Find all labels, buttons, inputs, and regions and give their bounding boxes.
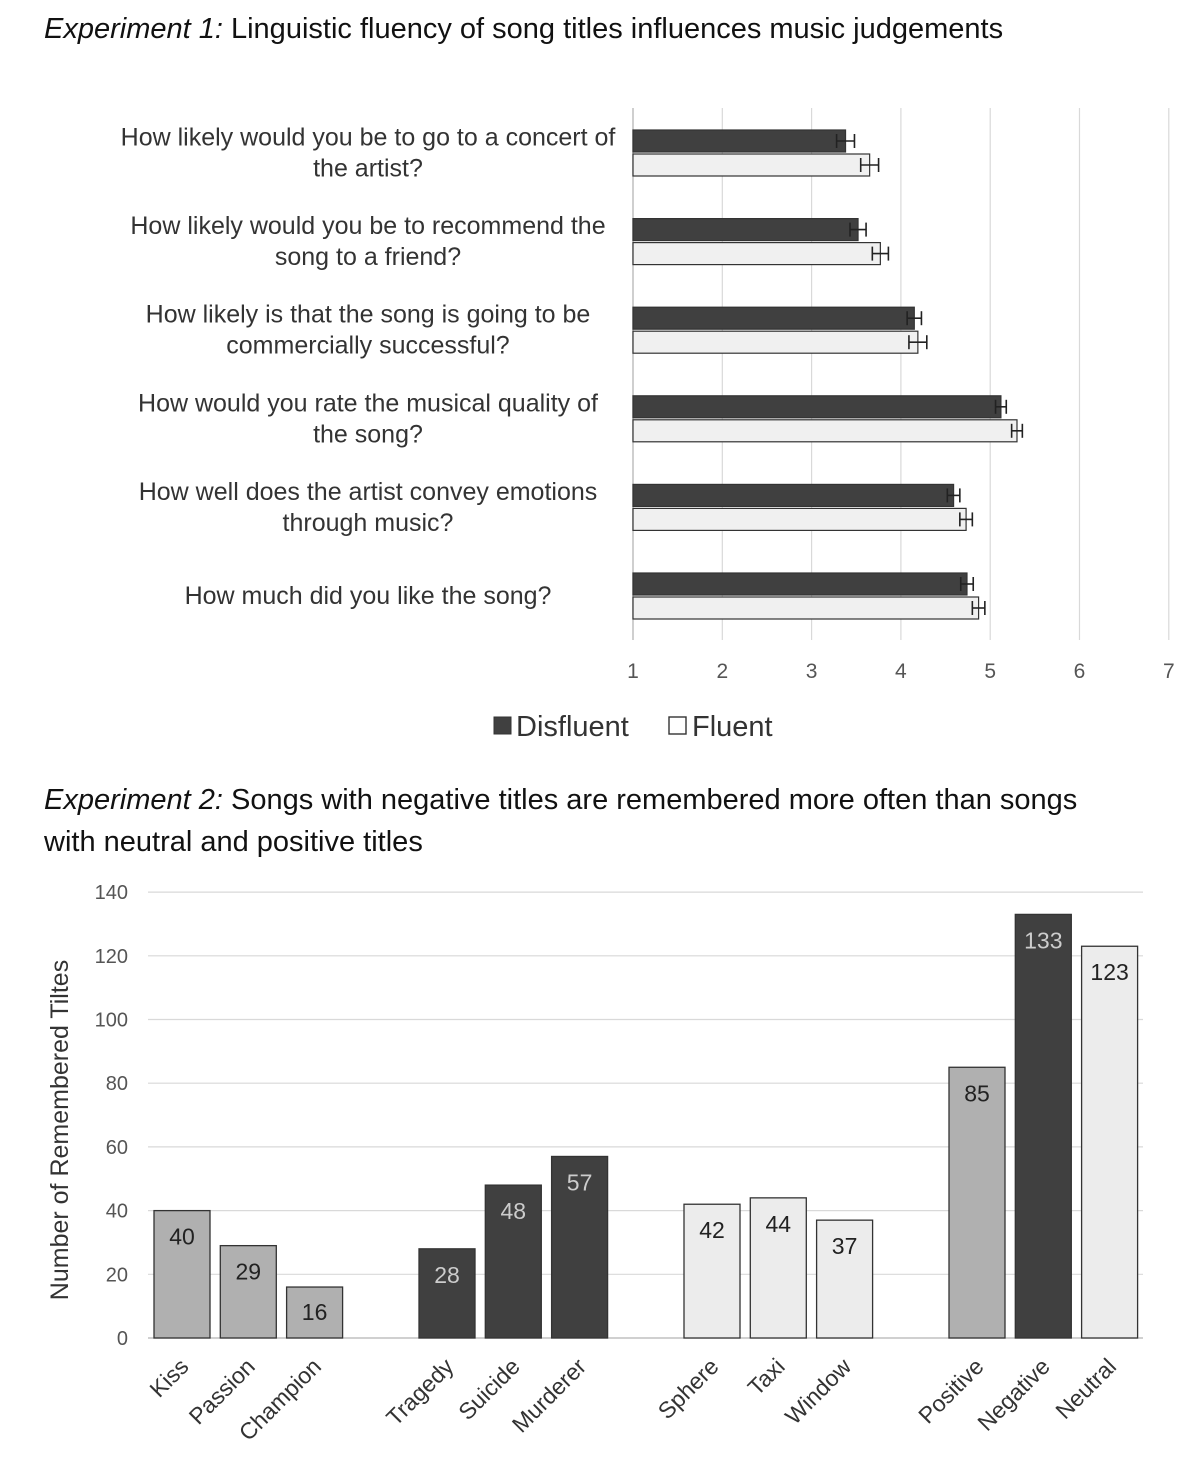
y-tick-label: 0 (117, 1328, 128, 1350)
category-label: Tragedy (381, 1353, 459, 1431)
x-tick-label: 4 (895, 660, 907, 683)
bar-champion (285, 1286, 344, 1339)
category-label: How well does the artist convey emotions (139, 478, 598, 506)
value-label: 16 (302, 1299, 328, 1325)
bar-taxi (749, 1197, 807, 1339)
category-label: Window (780, 1353, 857, 1430)
y-tick-label: 60 (106, 1137, 128, 1159)
category-label: song to a friend? (275, 243, 461, 271)
value-label: 44 (766, 1211, 792, 1237)
experiment-1-heading: Linguistic fluency of song titles influe… (230, 13, 1004, 45)
experiment-2-label: Experiment 2: (44, 784, 223, 816)
bar-negative (1014, 913, 1072, 1339)
bar-suicide (484, 1184, 542, 1339)
x-tick-label: 5 (984, 660, 996, 683)
experiment-2-heading: Songs with negative titles are remembere… (44, 784, 1078, 858)
bar-tragedy (418, 1248, 476, 1339)
value-label: 37 (832, 1233, 858, 1259)
y-tick-label: 100 (95, 1010, 128, 1032)
category-label: Neutral (1050, 1353, 1121, 1424)
bar-positive (948, 1066, 1006, 1339)
experiment-2-title: Experiment 2: Songs with negative titles… (44, 779, 1124, 863)
x-tick-label: 6 (1074, 660, 1086, 683)
x-tick-label: 3 (806, 660, 818, 683)
category-label: Taxi (743, 1353, 790, 1400)
category-label: Murderer (507, 1353, 592, 1438)
y-tick-label: 80 (106, 1073, 128, 1095)
value-label: 40 (169, 1224, 195, 1250)
category-label: through music? (283, 509, 454, 537)
experiment-1-title: Experiment 1: Linguistic fluency of song… (44, 8, 1164, 50)
bar-passion (219, 1244, 277, 1339)
value-label: 123 (1090, 959, 1128, 985)
category-label: the song? (313, 420, 423, 448)
value-label: 85 (964, 1080, 990, 1106)
legend-label-disfluent: Disfluent (516, 711, 629, 743)
y-tick-label: 40 (106, 1201, 128, 1223)
bar-murderer (550, 1155, 609, 1339)
value-label: 133 (1024, 927, 1062, 953)
x-tick-label: 2 (716, 660, 728, 683)
category-label: How much did you like the song? (185, 582, 552, 610)
x-tick-label: 7 (1163, 660, 1175, 683)
y-tick-label: 140 (95, 882, 128, 904)
value-label: 42 (699, 1217, 725, 1243)
category-label: How would you rate the musical quality o… (138, 389, 598, 417)
x-tick-label: 1 (627, 660, 639, 683)
bar-window (815, 1219, 874, 1339)
bar-kiss (153, 1209, 211, 1339)
category-label: Negative (972, 1353, 1055, 1436)
legend-swatch-disfluent (493, 716, 512, 735)
legend-swatch-fluent (668, 716, 687, 735)
value-label: 57 (567, 1169, 593, 1195)
y-tick-label: 20 (106, 1264, 128, 1286)
legend-label-fluent: Fluent (692, 711, 773, 743)
category-label: commercially successful? (226, 332, 509, 360)
category-label: Kiss (144, 1353, 193, 1402)
y-axis-title: Number of Remembered Tiltes (46, 960, 74, 1300)
value-label: 28 (434, 1262, 460, 1288)
fluency-bar-chart: 1 2 3 4 5 6 7 How likely would you be to go to … (121, 108, 1175, 743)
value-label: 29 (236, 1259, 262, 1285)
value-label: 48 (501, 1198, 527, 1224)
category-label: How likely would you be to recommend the (130, 212, 605, 240)
y-tick-label: 120 (95, 946, 128, 968)
category-label: Sphere (653, 1353, 724, 1424)
bar-sphere (683, 1203, 741, 1339)
bar-neutral (1080, 945, 1139, 1339)
category-label: How likely would you be to go to a conce… (121, 124, 616, 152)
experiment-1-label: Experiment 1: (44, 13, 223, 45)
category-label: the artist? (313, 155, 423, 183)
category-label: How likely is that the song is going to … (146, 301, 591, 329)
